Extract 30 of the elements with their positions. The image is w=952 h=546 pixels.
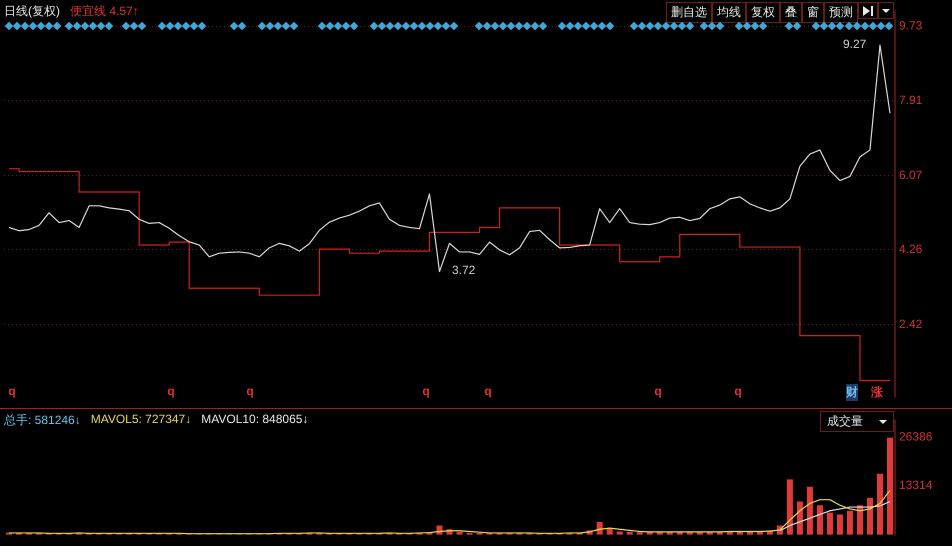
annotation: q xyxy=(245,384,255,398)
annotation: 预测 xyxy=(824,2,858,23)
y-tick-label: 2.42 xyxy=(899,316,923,331)
annotation: 窗 xyxy=(802,2,824,23)
annotation: q xyxy=(733,384,743,398)
y-tick-label: 9.73 xyxy=(899,18,923,33)
annotation: 成交量 xyxy=(827,413,863,430)
annotation: MAVOL10: 848065↓ xyxy=(201,412,308,428)
annotation: q xyxy=(483,384,493,398)
annotation: 日线(复权) xyxy=(4,3,60,20)
y-tick-label: 4.26 xyxy=(899,242,923,256)
annotation: 叠 xyxy=(780,2,802,23)
annotation: 9.27 xyxy=(843,37,866,51)
annotation: q xyxy=(421,384,431,398)
annotation: 总手: 581246↓ xyxy=(4,412,81,429)
annotation: MAVOL5: 727347↓ xyxy=(90,412,192,428)
annotation: 均线 xyxy=(712,2,746,23)
annotation: q xyxy=(7,384,17,398)
annotation: q xyxy=(166,384,176,398)
annotation: q xyxy=(653,384,663,398)
y-tick-label: 6.07 xyxy=(899,168,923,182)
annotation: 复权 xyxy=(746,2,780,23)
annotation: 财 xyxy=(846,384,858,401)
annotation: 3.72 xyxy=(452,263,476,277)
y-tick-label: 13314 xyxy=(899,478,933,492)
y-tick-label: 7.91 xyxy=(899,92,923,107)
annotation: 涨 xyxy=(871,384,883,401)
annotation: 便宜线 4.57↑ xyxy=(70,3,139,20)
annotation: 删自选 xyxy=(666,2,712,23)
y-tick-label: 26386 xyxy=(899,430,933,444)
